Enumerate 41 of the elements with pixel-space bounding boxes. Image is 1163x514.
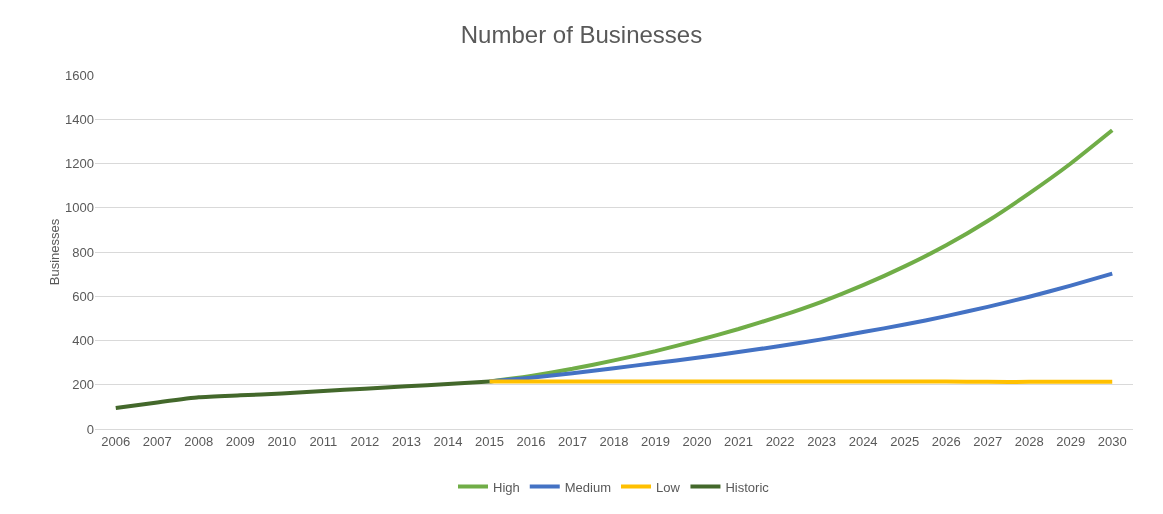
x-tick-label: 2015 (474, 433, 504, 449)
x-tick-label: 2019 (641, 433, 670, 449)
y-tick-label: 200 (72, 377, 94, 393)
x-tick-label: 2012 (350, 433, 380, 449)
x-tick-label: 2010 (267, 433, 297, 449)
x-tick-label: 2013 (391, 433, 421, 449)
legend-label: Medium (564, 479, 611, 495)
x-tick-label: 2016 (516, 433, 546, 449)
x-tick-label: 2014 (433, 433, 463, 449)
x-tick-label: 2023 (807, 433, 837, 449)
x-tick-label: 2007 (142, 433, 172, 449)
chart-title: Number of Businesses (460, 20, 703, 48)
x-tick-label: 2011 (309, 433, 338, 449)
x-tick-label: 2024 (848, 433, 878, 449)
legend-label: Historic (725, 479, 770, 495)
x-tick-label: 2021 (724, 433, 754, 449)
legend-label: High (493, 479, 520, 495)
y-tick-label: 400 (72, 333, 94, 349)
y-tick-label: 800 (72, 244, 94, 260)
x-tick-label: 2017 (558, 433, 587, 449)
x-tick-label: 2022 (765, 433, 795, 449)
y-tick-label: 1400 (65, 111, 94, 127)
x-tick-label: 2018 (599, 433, 629, 449)
y-tick-label: 1200 (65, 156, 94, 172)
x-tick-label: 2027 (973, 433, 1003, 449)
x-tick-label: 2030 (1097, 433, 1127, 449)
x-tick-label: 2020 (682, 433, 712, 449)
x-tick-label: 2029 (1056, 433, 1086, 449)
x-tick-label: 2009 (225, 433, 255, 449)
legend-label: Low (656, 479, 681, 495)
y-tick-label: 1600 (65, 67, 94, 83)
x-tick-label: 2008 (184, 433, 214, 449)
x-tick-label: 2028 (1014, 433, 1044, 449)
y-axis-title: Businesses (47, 218, 62, 286)
x-tick-label: 2006 (101, 433, 131, 449)
line-series (113, 379, 492, 410)
y-tick-label: 1000 (65, 200, 94, 216)
x-tick-label: 2026 (931, 433, 961, 449)
y-tick-label: 0 (86, 421, 94, 437)
y-tick-label: 600 (72, 288, 94, 304)
x-tick-label: 2025 (890, 433, 920, 449)
